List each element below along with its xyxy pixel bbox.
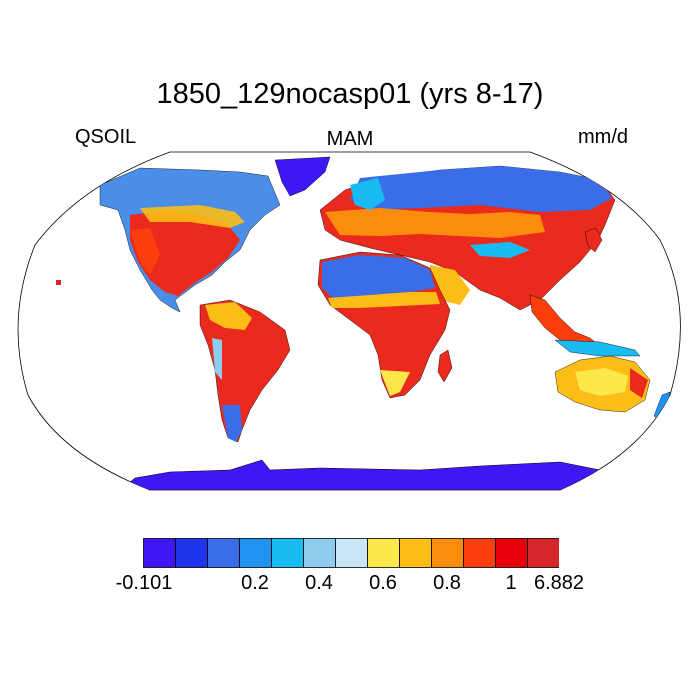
- colorbar-box: [207, 538, 240, 568]
- season-label: MAM: [326, 128, 374, 150]
- colorbar-box: [399, 538, 432, 568]
- south-america-north: [205, 302, 252, 330]
- colorbar-tick-label: 0.2: [241, 572, 269, 594]
- australia-interior: [575, 368, 628, 396]
- colorbar: [143, 538, 559, 568]
- hawaii: [56, 280, 61, 285]
- colorbar-box: [463, 538, 496, 568]
- colorbar-box: [527, 538, 559, 568]
- colorbar-tick-label: 6.882: [533, 572, 585, 594]
- north-america-west: [130, 228, 160, 275]
- colorbar-box: [495, 538, 528, 568]
- colorbar-tick-label: -0.101: [115, 572, 173, 594]
- colorbar-tick-label: 0.4: [305, 572, 333, 594]
- colorbar-box: [239, 538, 272, 568]
- colorbar-box: [143, 538, 176, 568]
- madagascar: [437, 349, 453, 383]
- sahel: [328, 292, 440, 308]
- tibet: [470, 242, 530, 258]
- greenland: [274, 156, 331, 197]
- land-layer: [56, 156, 671, 490]
- north-america-band: [140, 205, 245, 228]
- europe-band: [325, 208, 545, 238]
- australia-east: [630, 368, 648, 398]
- north-america-south: [130, 210, 240, 296]
- south-america-west: [212, 338, 222, 380]
- units-label: mm/d: [578, 126, 628, 148]
- sahara: [322, 255, 435, 300]
- colorbar-box: [303, 538, 336, 568]
- colorbar-tick-label: 0.6: [369, 572, 397, 594]
- map-title: 1850_129nocasp01 (yrs 8-17): [156, 78, 544, 110]
- south-america-south: [222, 405, 242, 442]
- colorbar-tick-label: 1: [505, 572, 517, 594]
- indonesia: [554, 339, 641, 357]
- colorbar-tick-label: 0.8: [433, 572, 461, 594]
- variable-label: QSOIL: [75, 126, 137, 148]
- siberia: [350, 166, 612, 212]
- colorbar-box: [175, 538, 208, 568]
- japan: [584, 227, 603, 253]
- south-africa: [380, 370, 410, 396]
- colorbar-box: [335, 538, 368, 568]
- colorbar-box: [431, 538, 464, 568]
- scandinavia: [350, 178, 385, 210]
- colorbar-box: [271, 538, 304, 568]
- colorbar-box: [367, 538, 400, 568]
